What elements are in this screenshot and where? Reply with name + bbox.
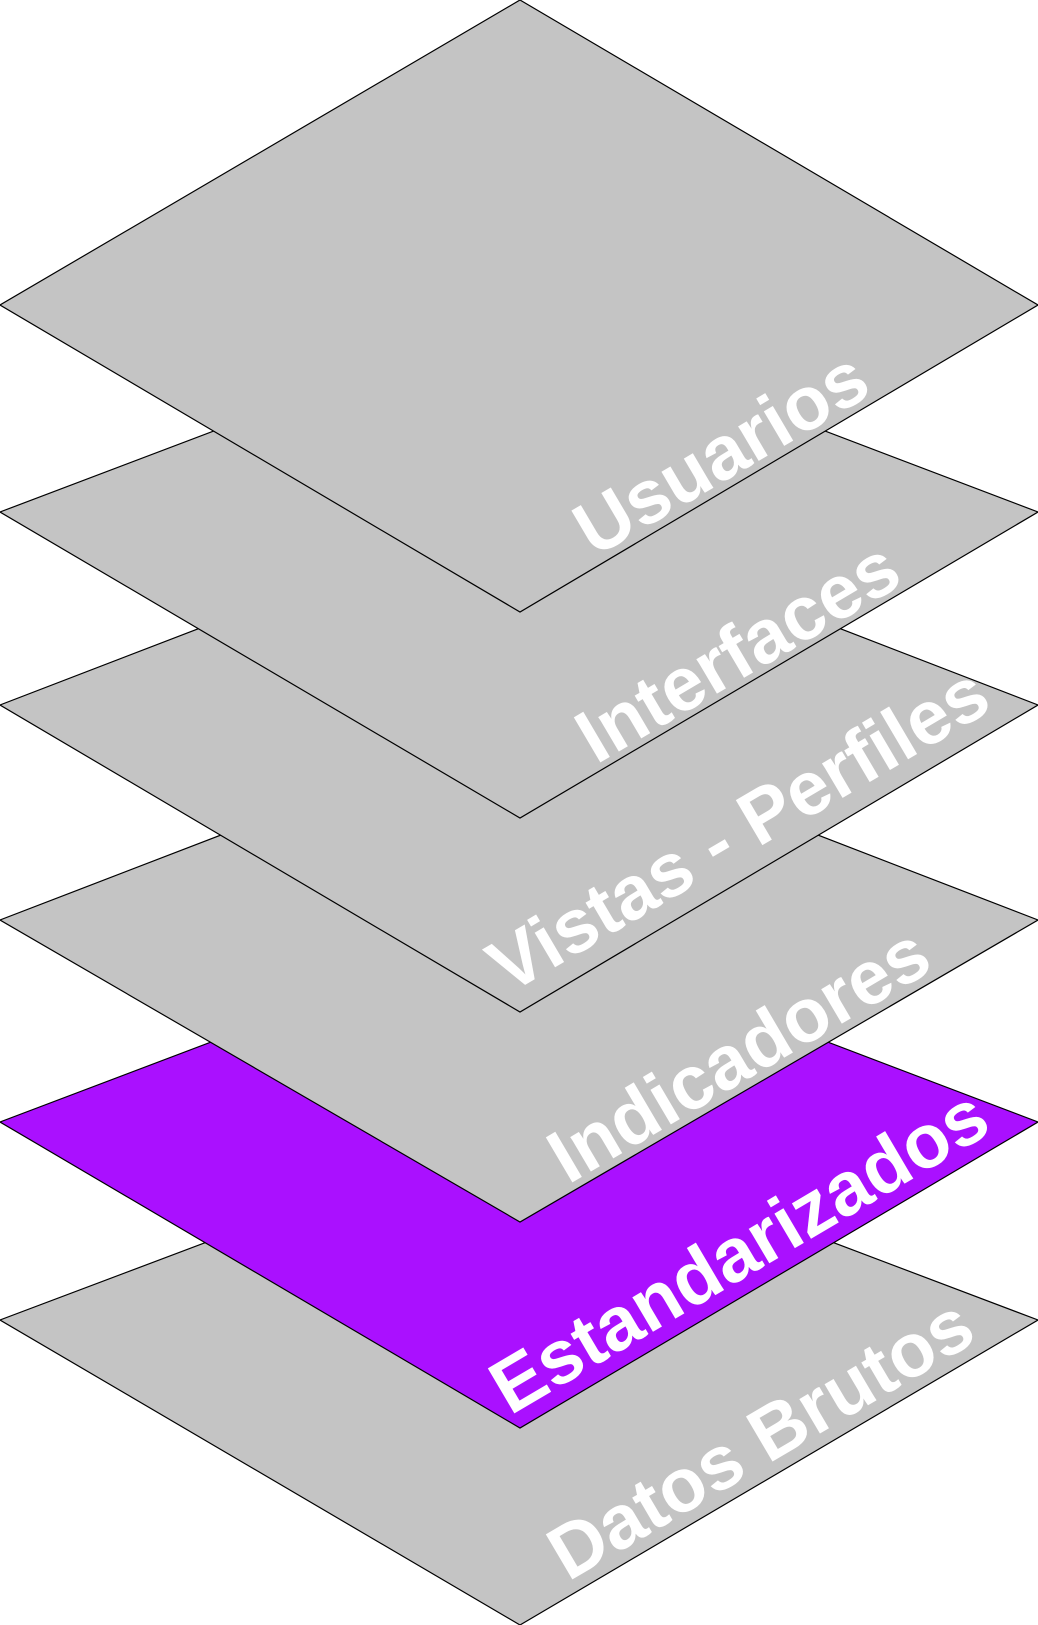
layer-usuarios-plane — [0, 0, 1038, 613]
